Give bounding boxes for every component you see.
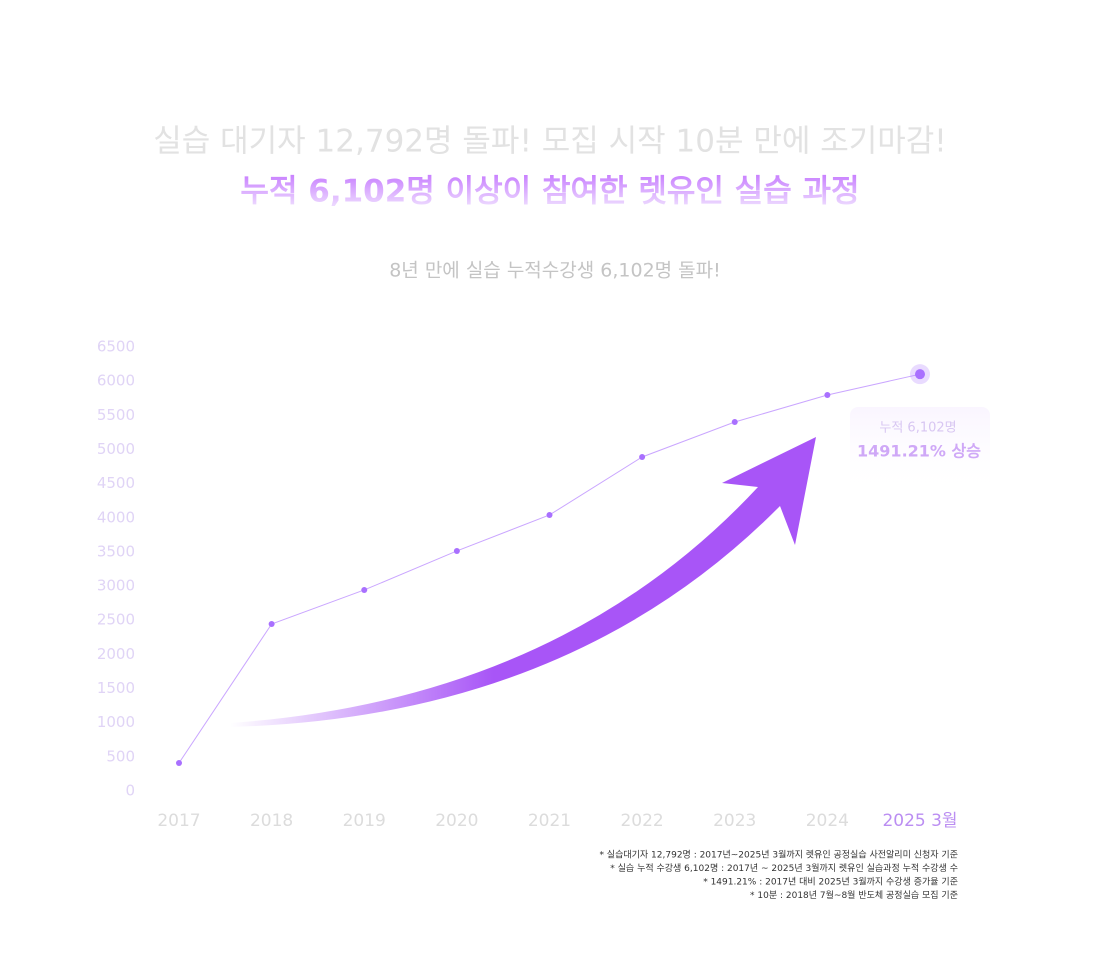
annotation-label: 누적 6,102명	[879, 421, 956, 436]
y-tick-label: 4500	[97, 474, 135, 492]
growth-arrow	[230, 437, 816, 727]
headline: 실습 대기자 12,792명 돌파! 모집 시작 10분 만에 조기마감!	[153, 124, 946, 160]
data-point	[915, 369, 925, 380]
data-point	[731, 419, 738, 426]
data-point	[176, 759, 182, 766]
x-tick-label: 2017	[157, 811, 200, 831]
y-tick-label: 3500	[97, 542, 135, 560]
chart-title: 누적 6,102명 이상이 참여한 렛유인 실습 과정	[240, 174, 859, 210]
y-tick-label: 0	[125, 782, 135, 800]
footnote: * 실습 누적 수강생 6,102명 : 2017년 ~ 2025년 3월까지 …	[610, 862, 958, 874]
x-tick-label: 2021	[528, 811, 571, 831]
data-point	[546, 511, 553, 518]
subtitle: 8년 만에 실습 누적수강생 6,102명 돌파!	[389, 260, 721, 282]
data-point	[361, 586, 368, 593]
annotation-box	[850, 407, 990, 497]
y-tick-label: 3000	[97, 577, 135, 595]
data-point	[639, 453, 646, 460]
footnote: * 실습대기자 12,792명 : 2017년~2025년 3월까지 렛유인 공…	[599, 849, 958, 861]
y-tick-label: 4000	[97, 508, 135, 526]
data-point	[268, 620, 275, 627]
x-tick-label: 2022	[620, 811, 663, 831]
x-tick-label: 2020	[435, 811, 478, 831]
y-tick-label: 1000	[97, 713, 135, 731]
y-tick-label: 6500	[97, 338, 135, 356]
x-tick-label: 2025 3월	[882, 811, 957, 831]
x-tick-label: 2018	[250, 811, 293, 831]
x-tick-label: 2024	[806, 811, 849, 831]
annotation-change: 1491.21% 상승	[857, 442, 981, 461]
y-tick-label: 2500	[97, 611, 135, 629]
footnote: * 1491.21% : 2017년 대비 2025년 3월까지 수강생 증가율…	[703, 876, 958, 888]
y-tick-label: 2000	[97, 645, 135, 663]
data-point	[453, 547, 460, 554]
data-point	[824, 392, 831, 399]
y-tick-label: 5500	[97, 406, 135, 424]
x-tick-label: 2023	[713, 811, 756, 831]
y-tick-label: 6000	[97, 372, 135, 390]
data-line	[178, 373, 921, 764]
y-tick-label: 5000	[97, 440, 135, 458]
x-tick-label: 2019	[343, 811, 386, 831]
y-tick-label: 500	[106, 747, 135, 765]
y-tick-label: 1500	[97, 679, 135, 697]
footnote: * 10분 : 2018년 7월~8월 반도체 공정실습 모집 기준	[750, 889, 958, 901]
